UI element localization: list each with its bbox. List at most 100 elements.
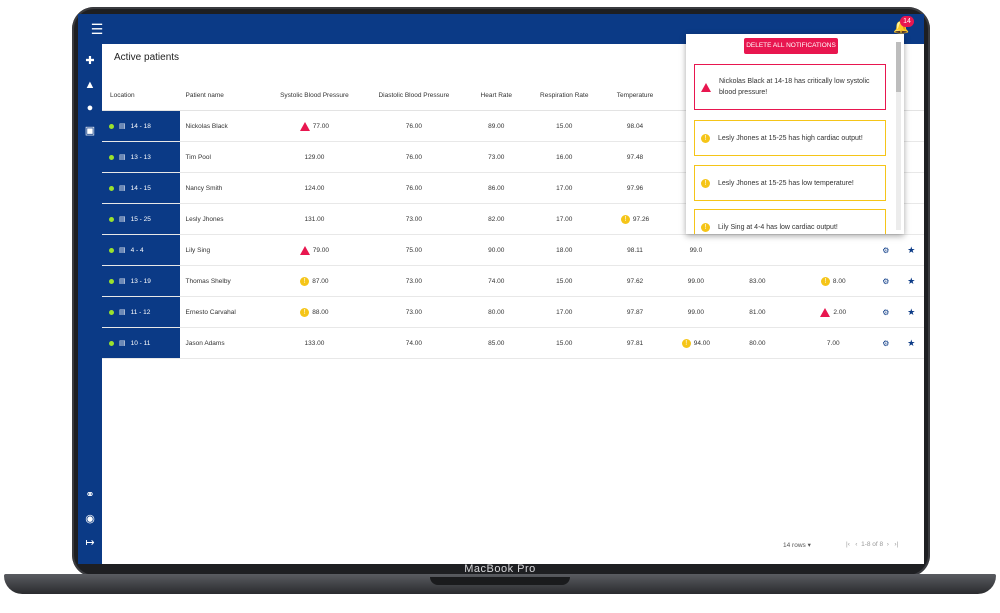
diastolic-value: 76.00 (364, 110, 464, 142)
column-header[interactable]: Systolic Blood Pressure (264, 80, 365, 111)
warning-icon: ! (300, 276, 310, 286)
systolic-value: 131.00 (264, 203, 365, 235)
col9-value: 83.00 (721, 265, 794, 297)
devices-icon[interactable]: ▣ (84, 125, 96, 137)
notifications-popover: DELETE ALL NOTIFICATIONS Nickolas Black … (686, 34, 904, 234)
scrollbar-track[interactable] (896, 42, 901, 230)
diastolic-value: 73.00 (364, 203, 464, 235)
notification-text: Lesly Jhones at 15-25 has low temperatur… (718, 179, 854, 187)
column-header[interactable]: Heart Rate (463, 80, 529, 111)
chevron-down-icon: ▾ (807, 542, 811, 549)
patient-transfer-icon[interactable]: ▲ (84, 79, 96, 91)
location-cell: ▤ 14 - 18 (102, 110, 180, 142)
profile-icon[interactable]: ◉ (85, 513, 95, 525)
systolic-cell: 77.00 (264, 110, 365, 142)
respiration-value: 15.00 (528, 110, 600, 142)
systolic-value: 88.00 (312, 308, 329, 316)
favorite-cell: ★ (898, 296, 924, 328)
respiration-value: 17.00 (528, 203, 600, 235)
temperature-cell: ! 97.26 (599, 203, 671, 235)
diastolic-value: 73.00 (364, 265, 464, 297)
prev-page-icon[interactable]: ‹ (855, 541, 858, 548)
table-row[interactable]: ▤ 4 - 4 Lily Sing 79.00 75.00 90.00 18.00… (102, 234, 924, 266)
page-title: Active patients (114, 52, 180, 63)
systolic-cell: ! 87.00 (264, 265, 365, 297)
status-dot-icon (109, 154, 114, 160)
location-label: 4 - 4 (130, 246, 144, 254)
table-row[interactable]: ▤ 13 - 19 Thomas Shelby ! 87.00 73.00 74.0… (102, 265, 924, 297)
location-label: 11 - 12 (130, 308, 151, 316)
warning-icon: ! (701, 222, 710, 232)
diastolic-value: 76.00 (364, 172, 464, 204)
critical-alert-icon (299, 245, 310, 255)
star-icon[interactable]: ★ (907, 244, 916, 255)
bed-icon: ▤ (119, 123, 126, 130)
column-header[interactable]: Location (102, 80, 180, 111)
respiration-value: 15.00 (528, 265, 600, 297)
diastolic-value: 74.00 (364, 327, 464, 359)
manage-patient-icon[interactable]: ⚙ (882, 276, 890, 286)
patient-name: Lesly Jhones (179, 203, 265, 235)
critical-alert-icon (701, 82, 711, 92)
location-label: 15 - 25 (130, 215, 151, 223)
rows-per-page-label: 14 rows (783, 542, 806, 549)
globe-icon[interactable]: ⚭ (85, 489, 95, 501)
pagination: |‹ ‹ 1-8 of 8 › ›| (846, 541, 898, 548)
next-page-icon[interactable]: › (886, 541, 889, 548)
column-header[interactable]: Patient name (179, 80, 265, 111)
notification-item[interactable]: Nickolas Black at 14-18 has critically l… (694, 64, 886, 110)
manage-patient-icon[interactable]: ⚙ (882, 307, 890, 317)
star-icon[interactable]: ★ (907, 275, 916, 286)
laptop-notch (430, 577, 570, 585)
favorite-cell: ★ (898, 265, 924, 297)
manage-cell: ⚙ (873, 265, 899, 297)
last-page-icon[interactable]: ›| (894, 541, 899, 548)
table-row[interactable]: ▤ 10 - 11 Jason Adams 133.00 74.00 85.00 … (102, 327, 924, 359)
status-dot-icon (109, 309, 114, 315)
bed-icon: ▤ (119, 154, 126, 161)
column-header[interactable]: Temperature (599, 80, 671, 111)
manage-patient-icon[interactable]: ⚙ (882, 338, 890, 348)
patient-name: Tim Pool (179, 141, 265, 173)
warning-icon: ! (701, 178, 710, 188)
temperature-value: 97.62 (599, 265, 671, 297)
user-icon[interactable]: ● (86, 102, 94, 114)
delete-all-notifications-button[interactable]: DELETE ALL NOTIFICATIONS (744, 38, 838, 54)
location-cell: ▤ 14 - 15 (102, 172, 180, 204)
warning-icon: ! (300, 307, 310, 317)
column-header[interactable]: Respiration Rate (528, 80, 600, 111)
col9-value: 81.00 (721, 296, 794, 328)
rows-per-page-select[interactable]: 14 rows ▾ (783, 541, 811, 549)
scrollbar-thumb[interactable] (896, 42, 901, 92)
heart-rate-value: 85.00 (463, 327, 529, 359)
location-cell: ▤ 13 - 13 (102, 141, 180, 173)
column-header[interactable]: Diastolic Blood Pressure (364, 80, 464, 111)
notification-item[interactable]: ! Lesly Jhones at 15-25 has high cardiac… (694, 120, 886, 156)
location-label: 14 - 15 (130, 184, 151, 192)
respiration-value: 16.00 (528, 141, 600, 173)
temperature-value: 97.87 (599, 296, 671, 328)
location-cell: ▤ 4 - 4 (102, 234, 180, 266)
diastolic-value: 73.00 (364, 296, 464, 328)
notification-text: Nickolas Black at 14-18 has critically l… (719, 78, 870, 96)
add-patient-icon[interactable]: ✚ (85, 55, 95, 67)
manage-cell: ⚙ (873, 327, 899, 359)
menu-icon[interactable]: ☰ (90, 21, 104, 37)
table-row[interactable]: ▤ 11 - 12 Ernesto Carvahal ! 88.00 73.00 8… (102, 296, 924, 328)
star-icon[interactable]: ★ (907, 337, 916, 348)
notification-item[interactable]: ! Lily Sing at 4-4 has low cardiac outpu… (694, 209, 886, 234)
manage-patient-icon[interactable]: ⚙ (882, 245, 890, 255)
notification-item[interactable]: ! Lesly Jhones at 15-25 has low temperat… (694, 165, 886, 201)
col10-value: 2.00 (833, 308, 847, 316)
first-page-icon[interactable]: |‹ (846, 541, 850, 548)
star-icon[interactable]: ★ (907, 306, 916, 317)
favorite-cell: ★ (898, 234, 924, 266)
logout-icon[interactable]: ↦ (85, 537, 95, 549)
heart-rate-value: 80.00 (463, 296, 529, 328)
bed-icon: ▤ (119, 309, 126, 316)
patient-name: Nancy Smith (179, 172, 265, 204)
temperature-value: 97.48 (599, 141, 671, 173)
systolic-value: 87.00 (312, 277, 329, 285)
device-label: MacBook Pro (464, 563, 536, 575)
status-dot-icon (109, 278, 114, 284)
